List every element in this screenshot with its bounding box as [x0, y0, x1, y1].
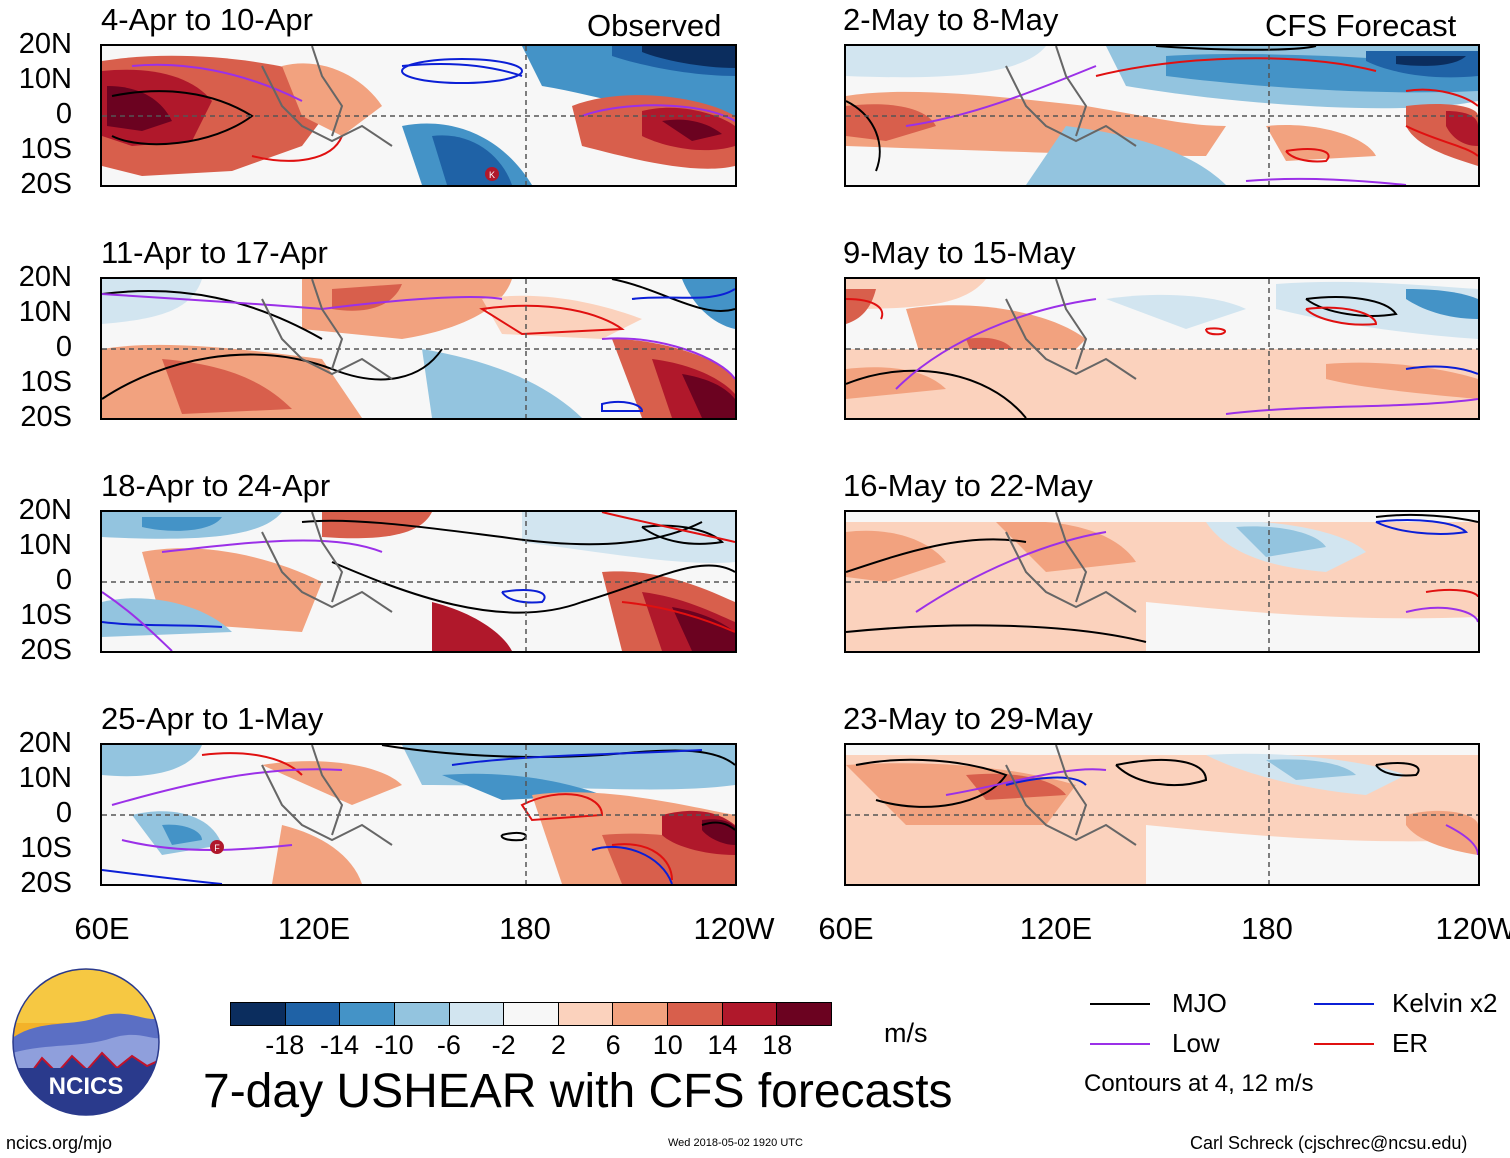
panel-title-obs-1: 4-Apr to 10-Apr: [101, 2, 313, 37]
colorbar-units: m/s: [884, 1018, 928, 1048]
colorbar-tick-label: -10: [374, 1030, 414, 1060]
lat-label-row1-2: 10N: [18, 63, 72, 95]
legend-label-kelvin: Kelvin x2: [1392, 988, 1498, 1018]
lat-label-row2-5: 20S: [20, 401, 72, 433]
colorbar-tick-label: 2: [550, 1030, 566, 1060]
colorbar-cell-5: [449, 1003, 505, 1025]
main-title: 7-day USHEAR with CFS forecasts: [203, 1065, 953, 1118]
panel-title-obs-3: 18-Apr to 24-Apr: [101, 468, 331, 503]
svg-text:F: F: [214, 843, 220, 853]
panel-title-fcst-3: 16-May to 22-May: [843, 468, 1093, 503]
legend-line-kelvin: [1314, 1003, 1374, 1005]
lat-label-row1-3: 0: [55, 98, 72, 130]
map-panel-obs-2: [100, 277, 737, 420]
legend-label-low: Low: [1172, 1028, 1220, 1058]
lat-label-row4-4: 10S: [20, 832, 72, 864]
colorbar-cell-7: [558, 1003, 614, 1025]
colorbar-cell-11: [777, 1003, 832, 1025]
lon-label-120w-right: 120W: [1435, 911, 1510, 946]
legend-label-mjo: MJO: [1172, 988, 1227, 1018]
colorbar-tick-label: 6: [605, 1030, 621, 1060]
colorbar-cell-8: [613, 1003, 669, 1025]
ncics-logo: NCICS: [12, 968, 160, 1116]
lat-label-row3-5: 20S: [20, 634, 72, 666]
colorbar-cell-2: [285, 1003, 341, 1025]
lat-label-row2-2: 10N: [18, 296, 72, 328]
map-panel-obs-1: K: [100, 44, 737, 187]
panel-title-fcst-4: 23-May to 29-May: [843, 701, 1093, 736]
lon-label-120e-left: 120E: [277, 911, 351, 946]
panel-title-fcst-1: 2-May to 8-May: [843, 2, 1059, 37]
map-panel-obs-3: [100, 510, 737, 653]
lon-label-180-left: 180: [499, 911, 551, 946]
legend-line-low: [1090, 1043, 1150, 1045]
colorbar-tick-label: 14: [707, 1030, 738, 1060]
lat-label-row3-4: 10S: [20, 599, 72, 631]
colorbar-cell-1: [231, 1003, 286, 1025]
lat-label-row4-1: 20N: [18, 727, 72, 759]
legend-line-mjo: [1090, 1003, 1150, 1005]
footer-credit: Carl Schreck (cjschrec@ncsu.edu): [1190, 1133, 1468, 1153]
storm-marker-k: K: [485, 167, 499, 181]
ncics-logo-text: NCICS: [49, 1073, 124, 1100]
lat-label-row2-3: 0: [55, 331, 72, 363]
colorbar-tick-label: -18: [265, 1030, 305, 1060]
lat-label-row1-5: 20S: [20, 168, 72, 200]
lon-label-60e-right: 60E: [818, 911, 874, 946]
lon-label-180-right: 180: [1241, 911, 1293, 946]
lat-label-row2-1: 20N: [18, 261, 72, 293]
lat-label-row3-3: 0: [55, 564, 72, 596]
footer-timestamp: Wed 2018-05-02 1920 UTC: [668, 1137, 803, 1149]
colorbar-tick-label: -6: [436, 1030, 461, 1060]
colorbar-cell-3: [340, 1003, 395, 1025]
lon-label-120e-right: 120E: [1019, 911, 1093, 946]
colorbar-cell-4: [394, 1003, 450, 1025]
colorbar-tick-label: 18: [762, 1030, 793, 1060]
storm-marker-f: F: [210, 840, 224, 854]
map-panel-fcst-4: [844, 743, 1480, 886]
lat-label-row4-3: 0: [55, 797, 72, 829]
colorbar-tick-label: 10: [652, 1030, 683, 1060]
colorbar-cell-10: [722, 1003, 778, 1025]
panel-title-fcst-2: 9-May to 15-May: [843, 235, 1076, 270]
lat-label-row4-5: 20S: [20, 867, 72, 899]
map-panel-fcst-2: [844, 277, 1480, 420]
lat-label-row4-2: 10N: [18, 762, 72, 794]
map-panel-fcst-3: [844, 510, 1480, 653]
lat-label-row1-4: 10S: [20, 133, 72, 165]
colorbar-cell-9: [668, 1003, 723, 1025]
lon-label-120w-left: 120W: [693, 911, 775, 946]
lon-label-60e-left: 60E: [74, 911, 130, 946]
colorbar: [230, 1002, 832, 1026]
colorbar-tick-label: -14: [319, 1030, 359, 1060]
lat-label-row2-4: 10S: [20, 366, 72, 398]
panel-title-obs-2: 11-Apr to 17-Apr: [101, 235, 328, 270]
map-panel-fcst-1: [844, 44, 1480, 187]
lat-label-row3-2: 10N: [18, 529, 72, 561]
map-panel-obs-4: F: [100, 743, 737, 886]
contour-note: Contours at 4, 12 m/s: [1084, 1070, 1314, 1097]
colorbar-tick-label: -2: [491, 1030, 516, 1060]
svg-text:K: K: [489, 170, 495, 180]
observed-label: Observed: [587, 8, 722, 43]
legend-line-er: [1314, 1043, 1374, 1045]
lat-label-row3-1: 20N: [18, 494, 72, 526]
footer-url[interactable]: ncics.org/mjo: [6, 1133, 113, 1153]
panel-title-obs-4: 25-Apr to 1-May: [101, 701, 324, 736]
colorbar-cell-6: [504, 1003, 559, 1025]
legend-label-er: ER: [1392, 1028, 1429, 1058]
lat-label-row1-1: 20N: [18, 28, 72, 60]
forecast-label: CFS Forecast: [1265, 8, 1457, 43]
